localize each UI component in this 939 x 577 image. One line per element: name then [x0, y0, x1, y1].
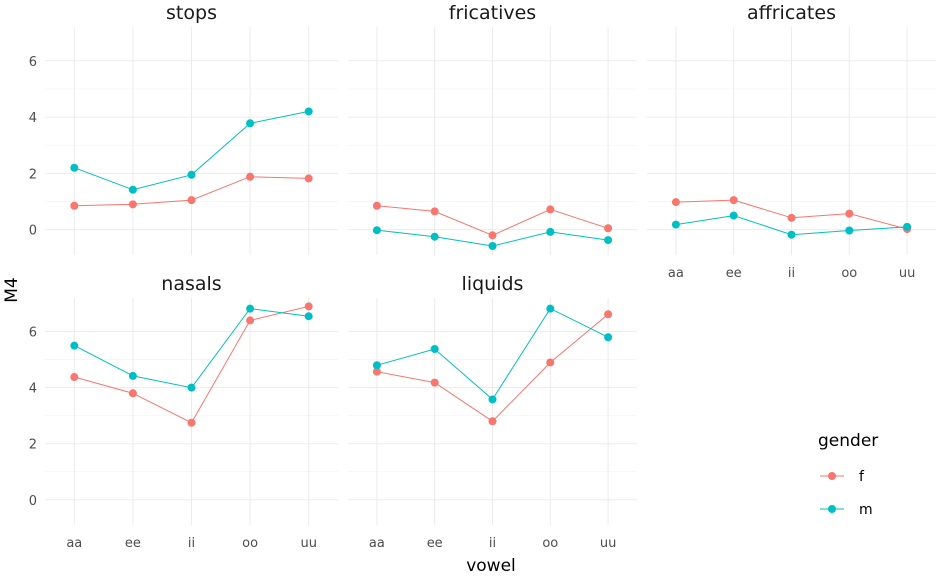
- x-tick-label: ii: [188, 536, 195, 551]
- data-point-m: [372, 361, 381, 370]
- data-point-f: [70, 201, 79, 210]
- data-point-m: [187, 383, 196, 392]
- y-tick-label: 0: [29, 494, 37, 509]
- data-point-f: [128, 200, 137, 209]
- x-tick-label: ii: [489, 536, 496, 551]
- x-tick-label: uu: [600, 536, 616, 551]
- x-tick-label: ee: [726, 266, 742, 281]
- panel-affricates: affricates aa ee ii oo uu: [647, 2, 936, 281]
- data-point-f: [729, 196, 738, 205]
- data-point-m: [787, 230, 796, 239]
- data-point-f: [304, 302, 313, 311]
- y-tick-label: 4: [29, 382, 37, 397]
- data-point-m: [430, 345, 439, 354]
- data-point-f: [488, 417, 497, 426]
- data-point-f: [604, 310, 613, 319]
- legend-label-f: f: [859, 469, 865, 485]
- legend-key-point-f: [828, 472, 836, 480]
- data-point-m: [128, 371, 137, 380]
- y-tick-label: 2: [29, 438, 37, 453]
- legend-label-m: m: [859, 502, 873, 518]
- panel-title: liquids: [462, 273, 524, 295]
- data-point-m: [671, 220, 680, 229]
- data-point-f: [546, 358, 555, 367]
- data-point-m: [70, 163, 79, 172]
- data-point-m: [604, 236, 613, 245]
- panel-title: affricates: [747, 2, 836, 24]
- x-tick-label: aa: [66, 536, 82, 551]
- data-point-m: [430, 232, 439, 241]
- panel-liquids: liquids aa ee ii oo uu: [348, 273, 637, 551]
- data-point-f: [304, 174, 313, 183]
- x-tick-label: uu: [300, 536, 316, 551]
- legend-key-point-m: [828, 505, 836, 513]
- data-point-f: [787, 213, 796, 222]
- data-point-f: [372, 201, 381, 210]
- data-point-f: [546, 205, 555, 214]
- data-point-m: [128, 185, 137, 194]
- panel-title: fricatives: [449, 2, 536, 24]
- data-point-m: [546, 304, 555, 313]
- data-point-f: [372, 367, 381, 376]
- data-point-m: [187, 170, 196, 179]
- panel-stops: stops 0 2 4 6: [29, 2, 338, 255]
- data-point-f: [246, 172, 255, 181]
- data-point-f: [671, 198, 680, 207]
- data-point-m: [372, 226, 381, 235]
- legend-title: gender: [818, 431, 878, 451]
- data-point-m: [246, 304, 255, 313]
- y-tick-label: 2: [29, 167, 37, 182]
- data-point-f: [604, 224, 613, 233]
- y-tick-label: 0: [29, 224, 37, 239]
- x-tick-label: oo: [841, 266, 857, 281]
- panel-title: stops: [166, 2, 217, 24]
- data-point-m: [488, 395, 497, 404]
- data-point-f: [488, 231, 497, 240]
- data-point-m: [488, 241, 497, 250]
- x-tick-label: ee: [125, 536, 141, 551]
- legend-item-m: m: [820, 502, 873, 518]
- data-point-m: [729, 211, 738, 220]
- data-point-m: [546, 227, 555, 236]
- data-point-f: [430, 207, 439, 216]
- legend-item-f: f: [820, 469, 865, 485]
- data-point-f: [70, 373, 79, 382]
- panel-nasals: nasals 0 2 4 6 aa ee ii oo uu: [29, 273, 338, 551]
- data-point-m: [304, 312, 313, 321]
- y-axis-title: M4: [2, 277, 22, 302]
- data-point-m: [845, 226, 854, 235]
- x-tick-label: aa: [369, 536, 385, 551]
- x-tick-label: oo: [242, 536, 258, 551]
- x-axis-title: vowel: [466, 556, 516, 576]
- data-point-f: [128, 389, 137, 398]
- x-tick-label: uu: [899, 266, 915, 281]
- y-tick-label: 6: [29, 55, 37, 70]
- panel-title: nasals: [161, 273, 221, 295]
- legend: gender f m: [818, 431, 878, 518]
- data-point-f: [187, 418, 196, 427]
- y-tick-label: 6: [29, 326, 37, 341]
- data-point-f: [246, 316, 255, 325]
- data-point-m: [304, 107, 313, 116]
- data-point-m: [604, 333, 613, 342]
- x-tick-label: ii: [788, 266, 795, 281]
- panel-fricatives: fricatives: [348, 2, 637, 255]
- x-tick-label: aa: [668, 266, 684, 281]
- x-tick-label: oo: [542, 536, 558, 551]
- data-point-f: [187, 196, 196, 205]
- data-point-m: [903, 222, 912, 231]
- data-point-m: [70, 341, 79, 350]
- y-tick-label: 4: [29, 111, 37, 126]
- data-point-f: [430, 378, 439, 387]
- x-tick-label: ee: [427, 536, 443, 551]
- data-point-m: [246, 119, 255, 128]
- data-point-f: [845, 209, 854, 218]
